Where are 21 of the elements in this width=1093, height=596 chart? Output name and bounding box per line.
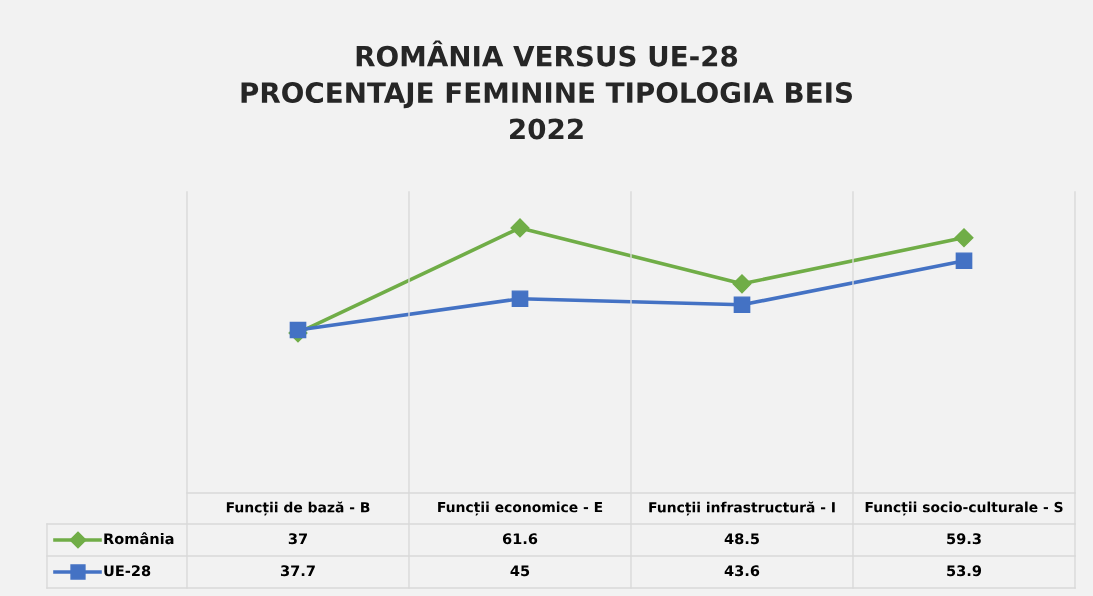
point bbox=[511, 290, 529, 308]
x-tick-label: Funcții de bază - B bbox=[226, 501, 370, 516]
x-tick-label: Funcții economice - E bbox=[438, 501, 603, 516]
data-label: 45 bbox=[510, 565, 530, 577]
data-label: 37.7 bbox=[280, 565, 315, 577]
point bbox=[955, 252, 973, 270]
x-tick-label: Funcții infrastructură - I bbox=[649, 501, 835, 516]
legend-label: UE-28 bbox=[104, 565, 151, 577]
point bbox=[954, 228, 974, 248]
chart-title: ROMÂNIA VERSUS UE-28 PROCENTAJE FEMININE TIPOLOGIA BEIS 2022 bbox=[241, 40, 852, 140]
data-label: 53.9 bbox=[947, 565, 982, 577]
point bbox=[733, 296, 751, 314]
data-label: 37 bbox=[288, 533, 307, 545]
data-label: 59.3 bbox=[947, 533, 981, 545]
data-label: 61.6 bbox=[502, 533, 538, 545]
data-label: 48.5 bbox=[724, 533, 759, 545]
legend-label: România bbox=[104, 532, 174, 545]
point bbox=[732, 274, 752, 294]
point bbox=[510, 218, 530, 238]
data-label: 43.6 bbox=[724, 565, 760, 577]
x-tick-label: Funcții socio-culturale - S bbox=[865, 501, 1063, 516]
